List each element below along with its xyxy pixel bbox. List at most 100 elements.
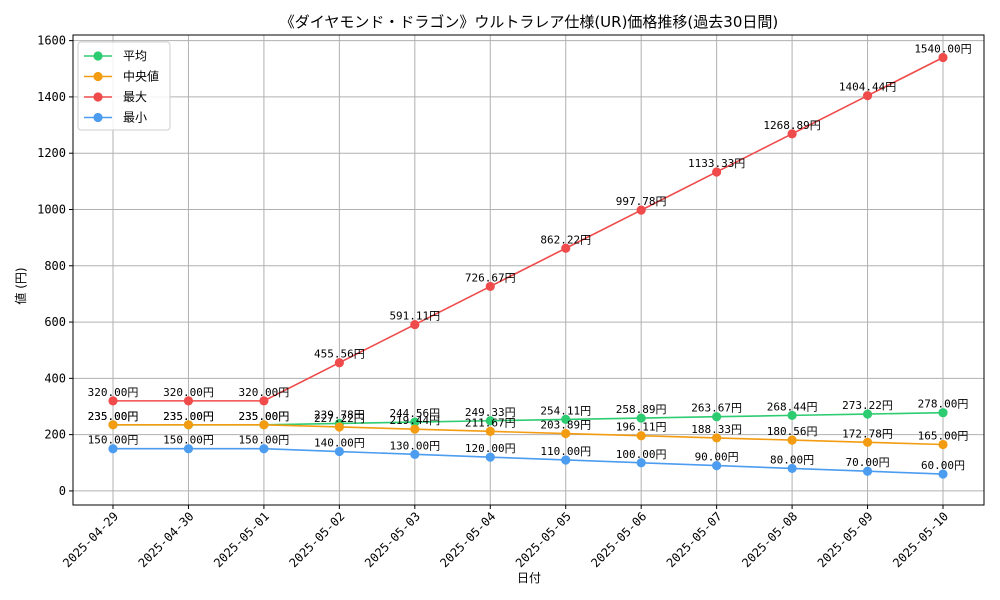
series-line: [113, 56, 944, 402]
data-label: 150.00円: [239, 434, 290, 447]
data-point: [787, 410, 797, 420]
y-tick-label: 1400: [37, 90, 66, 104]
data-label: 165.00円: [918, 429, 969, 442]
data-label: 268.44円: [767, 400, 818, 413]
data-point: [862, 409, 873, 419]
data-label: 130.00円: [389, 439, 440, 452]
data-label: 862.22円: [540, 233, 591, 246]
legend-item: 平均: [84, 49, 147, 63]
data-point: [938, 408, 948, 418]
data-label: 1540.00円: [914, 43, 971, 56]
x-tick-label: 2025-05-06: [588, 509, 649, 570]
legend-item: 最小: [84, 111, 147, 125]
data-point: [485, 452, 495, 462]
data-point: [862, 437, 873, 447]
legend-marker: [93, 112, 103, 123]
series-1: [108, 420, 948, 450]
data-point: [561, 455, 571, 465]
x-tick-label: 2025-05-02: [286, 509, 347, 570]
y-tick-label: 600: [44, 315, 66, 329]
data-label: 1268.89円: [763, 119, 820, 132]
data-point: [712, 412, 722, 422]
legend-item: 中央値: [84, 69, 159, 84]
data-point: [636, 431, 646, 441]
data-label: 172.78円: [842, 427, 893, 440]
data-label: 235.00円: [88, 410, 139, 423]
data-point: [636, 205, 646, 215]
data-point: [636, 458, 646, 468]
legend-label: 最小: [123, 111, 147, 125]
data-point: [410, 319, 420, 330]
data-label: 150.00円: [88, 434, 139, 447]
x-tick-label: 2025-05-10: [890, 509, 951, 570]
data-label: 1133.33円: [688, 157, 745, 170]
series-line: [113, 411, 944, 426]
legend-marker: [93, 71, 103, 82]
data-point: [334, 446, 344, 457]
data-point: [787, 463, 797, 474]
data-label: 120.00円: [465, 442, 516, 455]
data-label: 180.56円: [767, 425, 818, 438]
data-point: [410, 449, 420, 459]
x-tick-label: 2025-05-01: [211, 509, 272, 570]
series-line: [113, 423, 944, 446]
data-point: [561, 243, 571, 253]
data-label: 196.11円: [616, 421, 667, 434]
data-label: 140.00円: [314, 437, 365, 450]
data-point: [108, 444, 118, 454]
data-point: [561, 428, 571, 439]
data-label: 1404.44円: [839, 81, 896, 94]
data-labels: 235.00円 235.00円 235.00円 239.78円 244.56円 249.3…: [88, 43, 972, 473]
data-point: [183, 420, 194, 430]
legend-marker: [93, 51, 103, 61]
legend-marker: [93, 92, 103, 102]
data-label: 263.67円: [691, 402, 742, 415]
series-group: [108, 52, 948, 479]
legend-label: 平均: [123, 49, 147, 63]
series-3: [108, 444, 948, 479]
data-point: [938, 52, 948, 63]
x-axis-title: 日付: [517, 571, 541, 585]
data-point: [410, 417, 420, 427]
plot-frame: [72, 34, 985, 506]
data-label: 110.00円: [540, 445, 591, 458]
x-tick-label: 2025-04-30: [136, 509, 197, 570]
data-point: [108, 396, 118, 406]
data-point: [938, 469, 948, 479]
data-label: 203.89円: [540, 419, 591, 432]
data-point: [636, 413, 646, 423]
x-tick-label: 2025-05-07: [664, 509, 725, 570]
y-tick-label: 1600: [37, 34, 66, 48]
chart-title: 《ダイヤモンド・ドラゴン》ウルトラレア仕様(UR)価格推移(過去30日間): [280, 13, 778, 31]
data-label: 235.00円: [239, 410, 290, 423]
x-tick-label: 2025-05-05: [513, 509, 574, 570]
data-point: [862, 466, 873, 476]
legend-label: 中央値: [123, 69, 159, 84]
series-line: [113, 447, 944, 475]
legend-item: 最大: [84, 90, 147, 104]
data-label: 188.33円: [691, 423, 742, 436]
data-point: [334, 422, 344, 432]
data-label: 60.00円: [921, 459, 965, 472]
data-label: 227.22円: [314, 412, 365, 425]
data-point: [787, 435, 797, 445]
data-point: [259, 396, 269, 406]
data-point: [259, 444, 269, 454]
data-point: [938, 439, 948, 450]
x-tick-label: 2025-05-03: [362, 509, 423, 570]
data-label: 320.00円: [163, 386, 214, 399]
x-tick-label: 2025-05-04: [437, 509, 498, 570]
data-label: 258.89円: [616, 403, 667, 416]
data-label: 150.00円: [163, 434, 214, 447]
data-label: 211.67円: [465, 416, 516, 429]
data-label: 90.00円: [695, 451, 739, 464]
data-point: [485, 416, 495, 426]
data-point: [561, 414, 571, 425]
data-label: 320.00円: [88, 386, 139, 399]
data-label: 235.00円: [163, 410, 214, 423]
data-label: 254.11円: [540, 404, 591, 417]
data-point: [183, 396, 194, 406]
